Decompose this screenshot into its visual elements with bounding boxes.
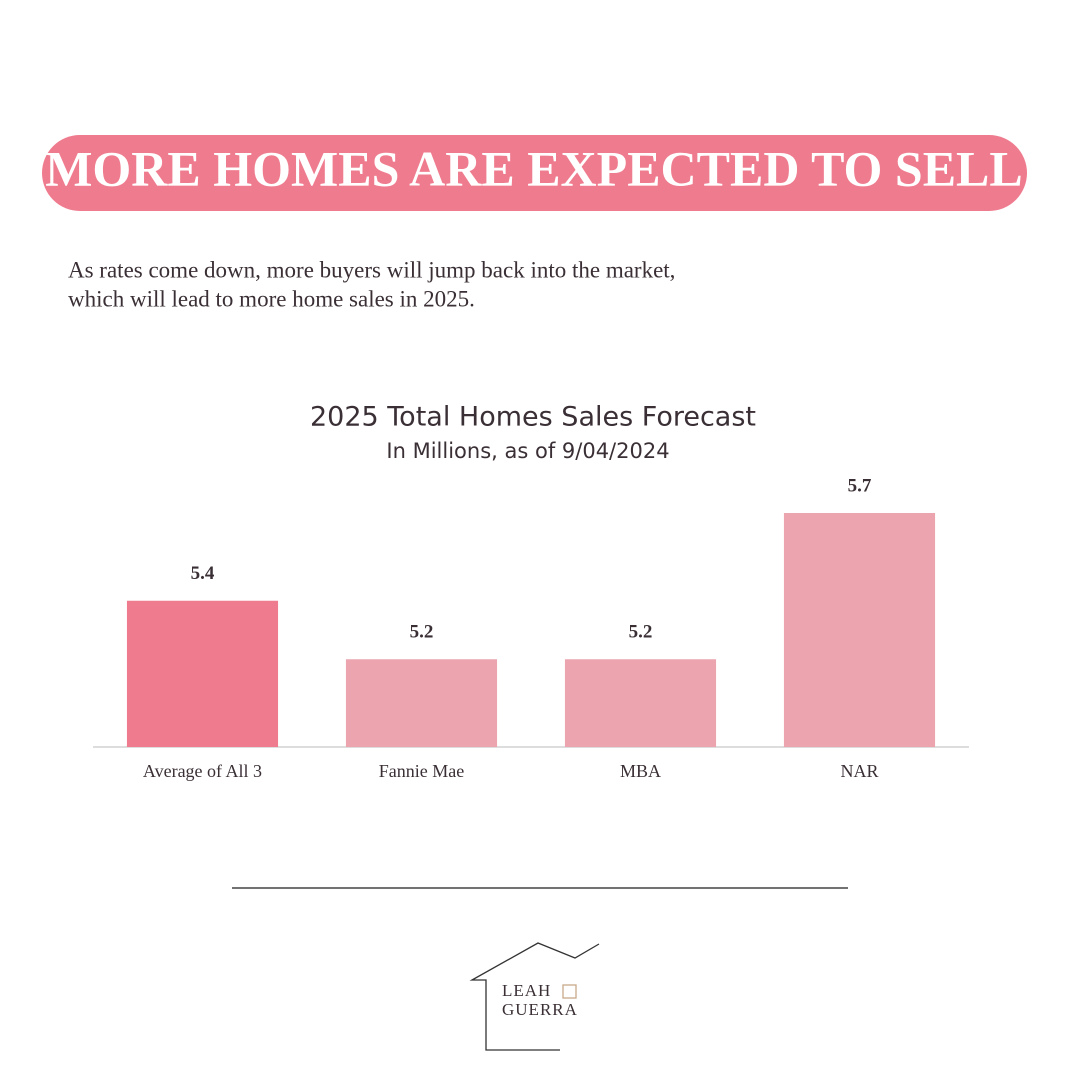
bar <box>126 600 279 747</box>
bar <box>783 513 936 747</box>
logo-text: GUERRA <box>502 1000 578 1019</box>
description: As rates come down, more buyers will jum… <box>68 257 675 282</box>
chart-subtitle: In Millions, as of 9/04/2024 <box>386 439 669 463</box>
logo-house <box>469 942 600 1051</box>
logo-text: LEAH <box>502 981 551 1000</box>
title-banner <box>42 135 1027 211</box>
x-tick-label: MBA <box>620 761 661 781</box>
x-tick-label: NAR <box>840 761 878 781</box>
bar <box>345 659 498 747</box>
value-label: 5.4 <box>191 563 215 584</box>
description: which will lead to more home sales in 20… <box>68 286 475 311</box>
chart-title: 2025 Total Homes Sales Forecast <box>310 402 756 433</box>
bar <box>564 659 717 747</box>
value-label: 5.2 <box>410 622 434 643</box>
x-tick-label: Fannie Mae <box>379 761 464 781</box>
logo-mark <box>562 984 577 999</box>
value-label: 5.2 <box>629 622 653 643</box>
x-tick-label: Average of All 3 <box>143 761 262 781</box>
value-label: 5.7 <box>848 475 872 496</box>
page-title: MORE HOMES ARE EXPECTED TO SELL <box>45 140 1023 196</box>
logo <box>469 942 600 1051</box>
